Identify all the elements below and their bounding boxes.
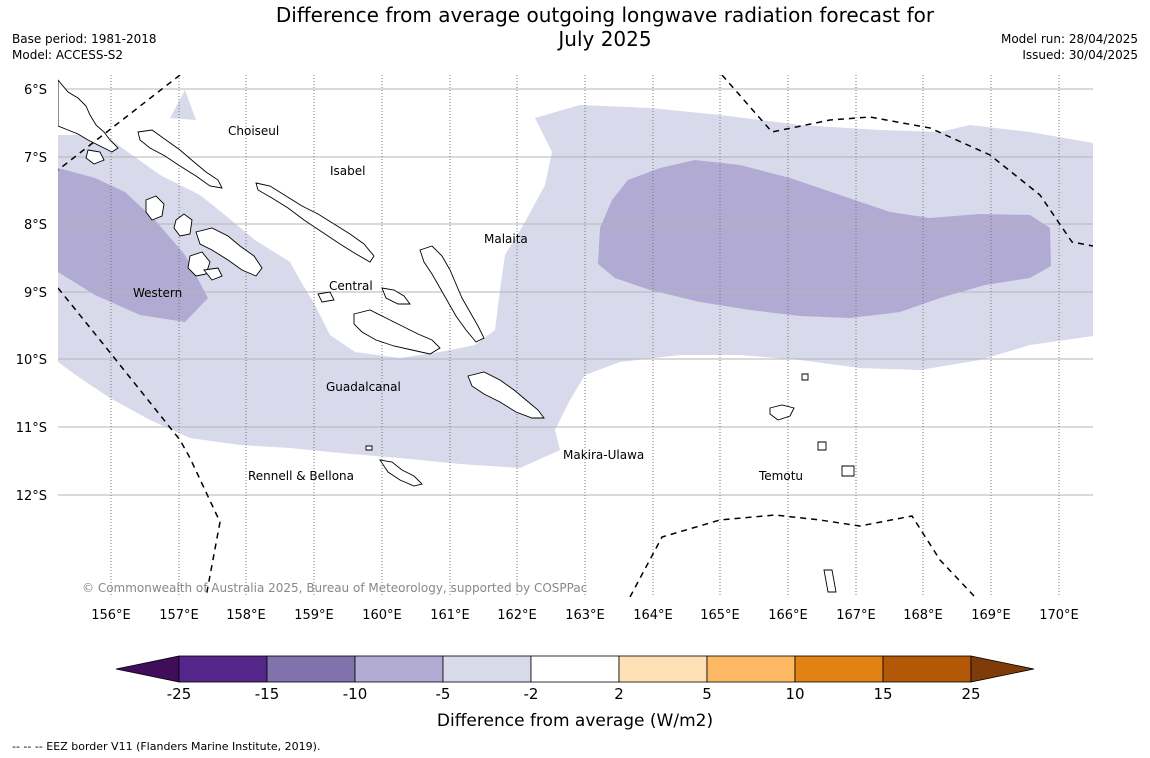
colorbar-ticks: -25 -15 -10 -5 -2 2 5 10 15 25: [167, 685, 981, 703]
meta-right: Model run: 28/04/2025 Issued: 30/04/2025: [1001, 31, 1138, 63]
island-makira: [467, 371, 545, 419]
island-choiseul: [137, 129, 223, 189]
island-isabel: [255, 182, 375, 263]
island-temotu-small-4: [823, 569, 837, 593]
colorbar-tick: 2: [614, 685, 624, 703]
colorbar-segment: [266, 655, 356, 683]
lat-gridlines: [58, 88, 1093, 496]
colorbar-segment: [530, 655, 620, 683]
colorbar-segment: [178, 655, 268, 683]
model-run: Model run: 28/04/2025: [1000, 32, 1138, 46]
island-bellona: [365, 445, 373, 451]
island-temotu-small-2: [841, 465, 855, 477]
colorbar-tick: -25: [167, 685, 192, 703]
label-western: Western: [133, 286, 182, 300]
colorbar-segment: [354, 655, 444, 683]
lon-label: 156°E: [91, 608, 131, 623]
colorbar-tick: 15: [873, 685, 892, 703]
label-rennell-bellona: Rennell & Bellona: [248, 469, 354, 483]
colorbar-segment: [618, 655, 708, 683]
label-makira-ulawa: Makira-Ulawa: [563, 448, 644, 462]
eez-border: [58, 75, 1093, 597]
lon-labels: 156°E 157°E 158°E 159°E 160°E 161°E 162°…: [91, 608, 1079, 623]
colorbar-tick: -15: [255, 685, 280, 703]
label-guadalcanal: Guadalcanal: [326, 380, 401, 394]
lon-label: 168°E: [903, 608, 943, 623]
lat-labels: 6°S 7°S 8°S 9°S 10°S 11°S 12°S: [16, 83, 47, 504]
lat-label: 12°S: [16, 489, 47, 504]
title-line-1: Difference from average outgoing longwav…: [275, 3, 935, 27]
lon-label: 165°E: [700, 608, 740, 623]
colorbar-tick: 25: [961, 685, 980, 703]
label-central: Central: [329, 279, 373, 293]
island-temotu-small-1: [817, 441, 827, 451]
colorbar-tick: -10: [343, 685, 368, 703]
island-guadalcanal: [353, 309, 441, 355]
map-area: [58, 75, 1093, 597]
colorbar-tick: 10: [785, 685, 804, 703]
lon-label: 164°E: [633, 608, 673, 623]
island-malaita: [419, 245, 485, 343]
colorbar: [115, 655, 1035, 683]
lon-label: 161°E: [430, 608, 470, 623]
lat-label: 11°S: [16, 421, 47, 436]
lon-label: 158°E: [226, 608, 266, 623]
colorbar-segment: [442, 655, 532, 683]
lat-label: 6°S: [24, 83, 47, 98]
lat-label: 9°S: [24, 286, 47, 301]
label-temotu: Temotu: [758, 469, 803, 483]
island-nggela: [381, 287, 411, 305]
eez-footnote: -- -- -- EEZ border V11 (Flanders Marine…: [12, 740, 321, 753]
lon-label: 157°E: [159, 608, 199, 623]
lon-label: 162°E: [497, 608, 537, 623]
lon-label: 166°E: [768, 608, 808, 623]
model-name: Model: ACCESS-S2: [12, 48, 124, 62]
title-line-2: July 2025: [558, 27, 652, 51]
island-temotu-small-3: [801, 373, 809, 381]
lon-label: 160°E: [362, 608, 402, 623]
island-newgeorgia-3: [195, 227, 263, 277]
colorbar-segment: [794, 655, 884, 683]
map-title: Difference from average outgoing longwav…: [230, 3, 980, 51]
lat-label: 10°S: [16, 353, 47, 368]
colorbar-segment: [882, 655, 972, 683]
copyright-text: © Commonwealth of Australia 2025, Bureau…: [82, 581, 587, 595]
colorbar-extend-high: [970, 655, 1035, 683]
colorbar-tick: 5: [702, 685, 712, 703]
lon-label: 163°E: [565, 608, 605, 623]
meta-left: Base period: 1981-2018 Model: ACCESS-S2: [12, 31, 157, 63]
colorbar-segment: [706, 655, 796, 683]
lon-label: 169°E: [971, 608, 1011, 623]
anomaly-medium-field: [58, 160, 1051, 322]
lat-label: 7°S: [24, 151, 47, 166]
region-labels: Choiseul Isabel Malaita Western Central …: [133, 124, 803, 483]
issued-date: Issued: 30/04/2025: [1022, 48, 1138, 62]
lat-label: 8°S: [24, 218, 47, 233]
lon-label: 167°E: [836, 608, 876, 623]
island-newgeorgia-5: [203, 267, 223, 281]
island-bougainville: [58, 79, 119, 153]
island-newgeorgia-1: [145, 195, 165, 221]
label-malaita: Malaita: [484, 232, 528, 246]
island-newgeorgia-2: [173, 213, 193, 237]
coastlines: [58, 79, 855, 593]
island-small-nw: [85, 149, 105, 165]
colorbar-title: Difference from average (W/m2): [437, 711, 713, 731]
label-isabel: Isabel: [330, 164, 365, 178]
colorbar-tick: -5: [436, 685, 451, 703]
island-savo: [317, 291, 335, 303]
base-period: Base period: 1981-2018: [12, 32, 157, 46]
lon-label: 170°E: [1039, 608, 1079, 623]
colorbar-extend-low: [115, 655, 180, 683]
island-santacruz: [769, 404, 795, 421]
lon-label: 159°E: [294, 608, 334, 623]
colorbar-tick: -2: [524, 685, 539, 703]
island-rennell: [379, 459, 423, 487]
label-choiseul: Choiseul: [228, 124, 279, 138]
